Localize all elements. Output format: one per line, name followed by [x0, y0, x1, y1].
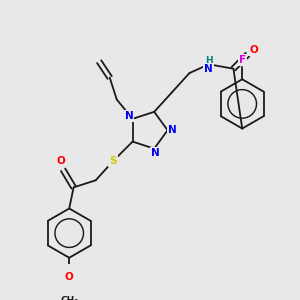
- Text: N: N: [168, 125, 176, 135]
- Text: O: O: [249, 45, 258, 55]
- Text: O: O: [56, 156, 65, 166]
- Text: N: N: [204, 64, 213, 74]
- Text: O: O: [65, 272, 74, 282]
- Text: CH₃: CH₃: [60, 296, 78, 300]
- Text: S: S: [110, 156, 117, 166]
- Text: N: N: [151, 148, 160, 158]
- Text: H: H: [205, 56, 213, 65]
- Text: N: N: [124, 111, 134, 121]
- Text: F: F: [239, 55, 246, 65]
